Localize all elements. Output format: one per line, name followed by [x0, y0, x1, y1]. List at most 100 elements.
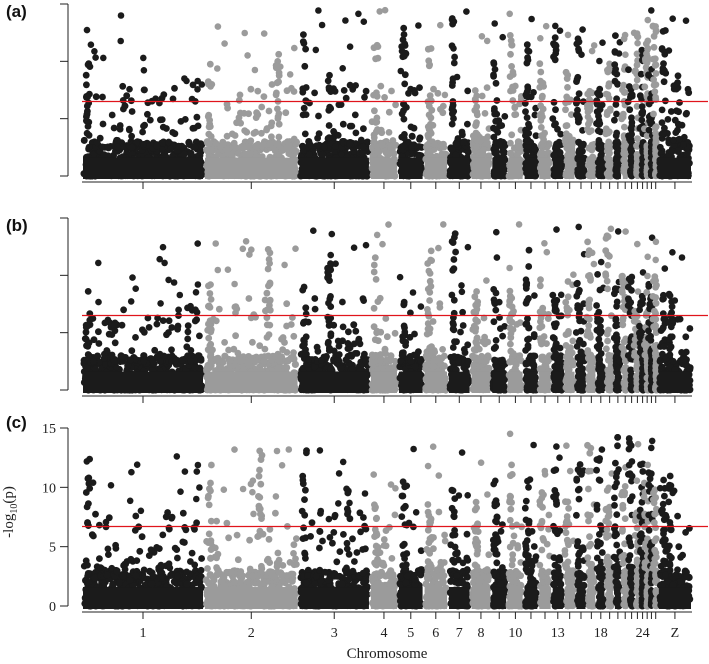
snp-point	[290, 332, 298, 340]
snp-point	[339, 120, 347, 128]
snp-point	[313, 343, 321, 351]
snp-density-band	[370, 157, 397, 179]
snp-point	[536, 60, 544, 68]
snp-point	[325, 134, 333, 142]
snp-point	[507, 50, 514, 58]
snp-point	[461, 349, 469, 356]
snp-point	[126, 356, 134, 364]
snp-point	[615, 50, 623, 57]
snp-point	[629, 91, 636, 98]
snp-point	[339, 65, 347, 72]
snp-point	[473, 143, 480, 151]
snp-point	[377, 82, 385, 90]
snp-point	[247, 137, 255, 145]
snp-point	[621, 123, 628, 131]
snp-point	[232, 143, 240, 151]
snp-point	[352, 327, 360, 335]
snp-point	[398, 43, 405, 50]
snp-point	[254, 87, 262, 95]
chromosome-9-points	[489, 228, 509, 394]
snp-density-band	[83, 371, 203, 393]
snp-point	[244, 52, 251, 59]
snp-point	[376, 8, 384, 15]
snp-point	[335, 342, 343, 350]
snp-point	[373, 231, 381, 239]
snp-point	[537, 68, 545, 76]
snp-point	[351, 111, 359, 119]
snp-point	[578, 51, 585, 58]
snp-density-band	[508, 371, 523, 393]
snp-point	[207, 133, 215, 140]
snp-density-band	[658, 157, 691, 179]
snp-point	[416, 135, 423, 143]
snp-point	[249, 338, 256, 346]
snp-point	[283, 300, 291, 308]
snp-point	[220, 140, 227, 148]
snp-point	[501, 113, 509, 120]
snp-point	[265, 331, 273, 338]
snp-point	[499, 356, 506, 364]
snp-point	[683, 109, 690, 117]
snp-point	[328, 230, 336, 238]
snp-point	[499, 33, 507, 41]
chromosome-4-points	[368, 221, 400, 394]
snp-point	[158, 139, 166, 147]
snp-point	[128, 347, 136, 355]
chromosome-9-points	[490, 20, 509, 180]
snp-point	[611, 116, 618, 124]
snp-point	[166, 145, 175, 153]
snp-point	[176, 291, 184, 299]
snp-point	[552, 22, 559, 30]
snp-point	[620, 142, 628, 150]
snp-point	[496, 140, 503, 148]
snp-point	[400, 322, 408, 330]
snp-point	[448, 291, 456, 299]
snp-point	[342, 94, 350, 102]
snp-point	[563, 122, 571, 129]
snp-point	[612, 32, 619, 39]
snp-point	[111, 339, 119, 347]
snp-point	[132, 334, 139, 341]
snp-point	[226, 356, 234, 364]
snp-point	[311, 89, 318, 97]
snp-point	[506, 10, 513, 18]
snp-point	[345, 328, 352, 336]
snp-point	[528, 15, 535, 23]
snp-point	[101, 319, 109, 327]
snp-point	[140, 328, 148, 336]
snp-point	[129, 274, 136, 281]
snp-point	[613, 129, 621, 137]
snp-point	[379, 240, 386, 248]
snp-point	[450, 59, 458, 67]
chromosome-3-points	[297, 7, 372, 180]
snp-point	[563, 75, 571, 82]
snp-point	[188, 95, 196, 103]
snp-point	[664, 116, 672, 123]
snp-point	[128, 132, 136, 140]
snp-point	[104, 143, 112, 151]
snp-point	[274, 364, 282, 372]
snp-point	[82, 71, 90, 79]
snp-point	[417, 303, 425, 310]
snp-point	[207, 296, 215, 303]
snp-point	[472, 316, 480, 324]
snp-point	[221, 339, 229, 346]
snp-point	[315, 112, 322, 120]
snp-density-band	[508, 157, 523, 179]
snp-point	[458, 282, 465, 289]
snp-point	[472, 122, 479, 129]
snp-point	[424, 320, 432, 327]
snp-point	[300, 104, 308, 112]
snp-point	[342, 356, 350, 364]
snp-point	[84, 351, 92, 358]
snp-point	[117, 37, 124, 45]
snp-point	[511, 111, 519, 119]
snp-point	[205, 123, 213, 131]
snp-point	[286, 71, 294, 78]
snp-point	[311, 305, 319, 313]
snp-point	[371, 336, 379, 344]
snp-point	[300, 283, 308, 291]
snp-point	[299, 88, 307, 96]
snp-point	[397, 67, 405, 75]
snp-point	[542, 22, 550, 30]
